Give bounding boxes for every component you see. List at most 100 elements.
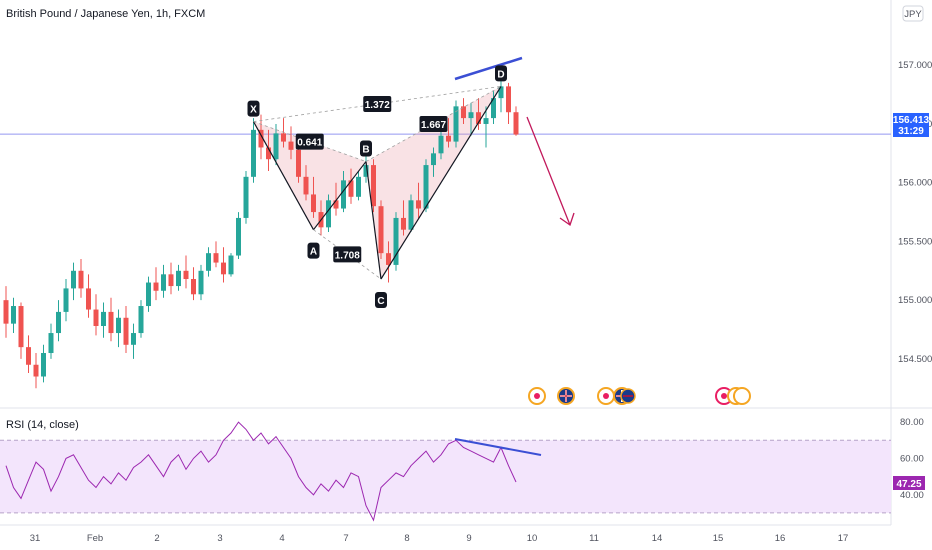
rsi-series-line <box>5 421 517 522</box>
candle[interactable] <box>176 264 181 291</box>
point-label-x: X <box>247 100 260 117</box>
candle[interactable] <box>371 159 376 213</box>
candle[interactable] <box>251 118 256 183</box>
candle[interactable] <box>108 297 114 342</box>
candle[interactable] <box>228 253 234 277</box>
svg-text:1.708: 1.708 <box>335 250 360 261</box>
time-axis[interactable]: 31 Feb 2 3 4 7 8 9 10 11 14 15 16 17 <box>30 533 849 544</box>
point-labels: X A B C D <box>247 65 507 309</box>
candle[interactable] <box>393 212 399 271</box>
candle-series[interactable] <box>3 79 519 389</box>
price-tick-label: 156.000 <box>898 178 932 189</box>
candle[interactable] <box>18 302 24 359</box>
candle[interactable] <box>416 182 421 218</box>
candle[interactable] <box>288 126 294 160</box>
rsi-divergence-line[interactable] <box>454 438 542 456</box>
candle[interactable] <box>168 262 174 295</box>
candle[interactable] <box>363 153 369 183</box>
candle[interactable] <box>33 353 39 389</box>
time-tick-label: 16 <box>775 533 786 544</box>
price-divergence-line[interactable] <box>454 56 523 81</box>
candle[interactable] <box>221 247 226 283</box>
candle[interactable] <box>78 259 84 298</box>
candle[interactable] <box>461 98 466 124</box>
candle[interactable] <box>71 262 76 301</box>
pattern-leg <box>365 161 382 280</box>
candle[interactable] <box>191 267 196 301</box>
chart-title: British Pound / Japanese Yen, 1h, FXCM <box>6 8 205 20</box>
candle[interactable] <box>491 91 496 124</box>
svg-text:1.667: 1.667 <box>421 120 446 131</box>
candle[interactable] <box>123 306 129 354</box>
candle[interactable] <box>453 100 459 148</box>
projection-arrow[interactable] <box>526 116 575 227</box>
svg-text:X: X <box>250 105 257 116</box>
candle[interactable] <box>303 165 309 201</box>
uk-flag-icon[interactable] <box>620 388 636 404</box>
candle[interactable] <box>206 247 211 277</box>
pattern-leg <box>380 86 502 280</box>
candle[interactable] <box>183 255 189 289</box>
candle[interactable] <box>63 279 69 322</box>
candle[interactable] <box>281 118 286 148</box>
candle[interactable] <box>408 194 414 233</box>
candle[interactable] <box>513 106 519 136</box>
candle[interactable] <box>213 241 219 268</box>
harmonic-pattern[interactable] <box>253 86 502 280</box>
candle[interactable] <box>333 182 339 216</box>
ratio-label: 1.667 <box>419 115 448 132</box>
event-marker-2[interactable] <box>597 387 615 405</box>
candle[interactable] <box>401 200 406 236</box>
candle[interactable] <box>93 294 99 336</box>
candle[interactable] <box>131 323 136 359</box>
candle[interactable] <box>146 276 151 312</box>
event-marker-1[interactable] <box>528 387 546 405</box>
pattern-leg <box>365 86 502 162</box>
pattern-leg <box>313 161 367 231</box>
candle[interactable] <box>101 302 106 338</box>
uk-flag-icon[interactable] <box>557 387 575 405</box>
candle[interactable] <box>498 79 504 113</box>
candle[interactable] <box>431 147 436 177</box>
currency-badge[interactable]: JPY <box>902 5 924 22</box>
candle[interactable] <box>138 300 144 338</box>
candle[interactable] <box>476 98 481 130</box>
candle[interactable] <box>311 176 316 218</box>
candle[interactable] <box>86 274 91 318</box>
candle[interactable] <box>266 129 271 171</box>
candle[interactable] <box>483 106 489 148</box>
candle[interactable] <box>468 102 474 136</box>
rsi-tick-label: 40.00 <box>900 490 924 501</box>
candle[interactable] <box>356 170 361 201</box>
candle[interactable] <box>161 264 166 298</box>
candle[interactable] <box>116 309 121 348</box>
candle[interactable] <box>3 286 9 338</box>
candle[interactable] <box>153 267 159 301</box>
candle[interactable] <box>378 200 384 260</box>
events-row[interactable] <box>528 387 751 405</box>
candle[interactable] <box>243 170 249 224</box>
candle[interactable] <box>258 114 264 160</box>
pattern-triangle <box>366 86 501 280</box>
candle[interactable] <box>26 335 31 373</box>
candle[interactable] <box>438 129 444 160</box>
candle[interactable] <box>423 159 429 213</box>
candle[interactable] <box>48 323 54 359</box>
candle[interactable] <box>41 344 46 383</box>
svg-text:0.641: 0.641 <box>297 138 322 149</box>
candle[interactable] <box>11 297 16 334</box>
event-marker-5[interactable] <box>733 387 751 405</box>
candle[interactable] <box>348 168 354 204</box>
candle[interactable] <box>506 82 511 124</box>
candle[interactable] <box>326 194 331 233</box>
candle[interactable] <box>386 241 391 283</box>
candle[interactable] <box>446 118 451 148</box>
rsi-pane[interactable]: RSI (14, close) 80.00 60.00 40.00 47.25 <box>0 417 925 522</box>
time-tick-label: 17 <box>838 533 849 544</box>
candle[interactable] <box>273 123 279 166</box>
candle[interactable] <box>198 264 204 301</box>
candle[interactable] <box>236 212 241 260</box>
candle[interactable] <box>56 300 61 342</box>
